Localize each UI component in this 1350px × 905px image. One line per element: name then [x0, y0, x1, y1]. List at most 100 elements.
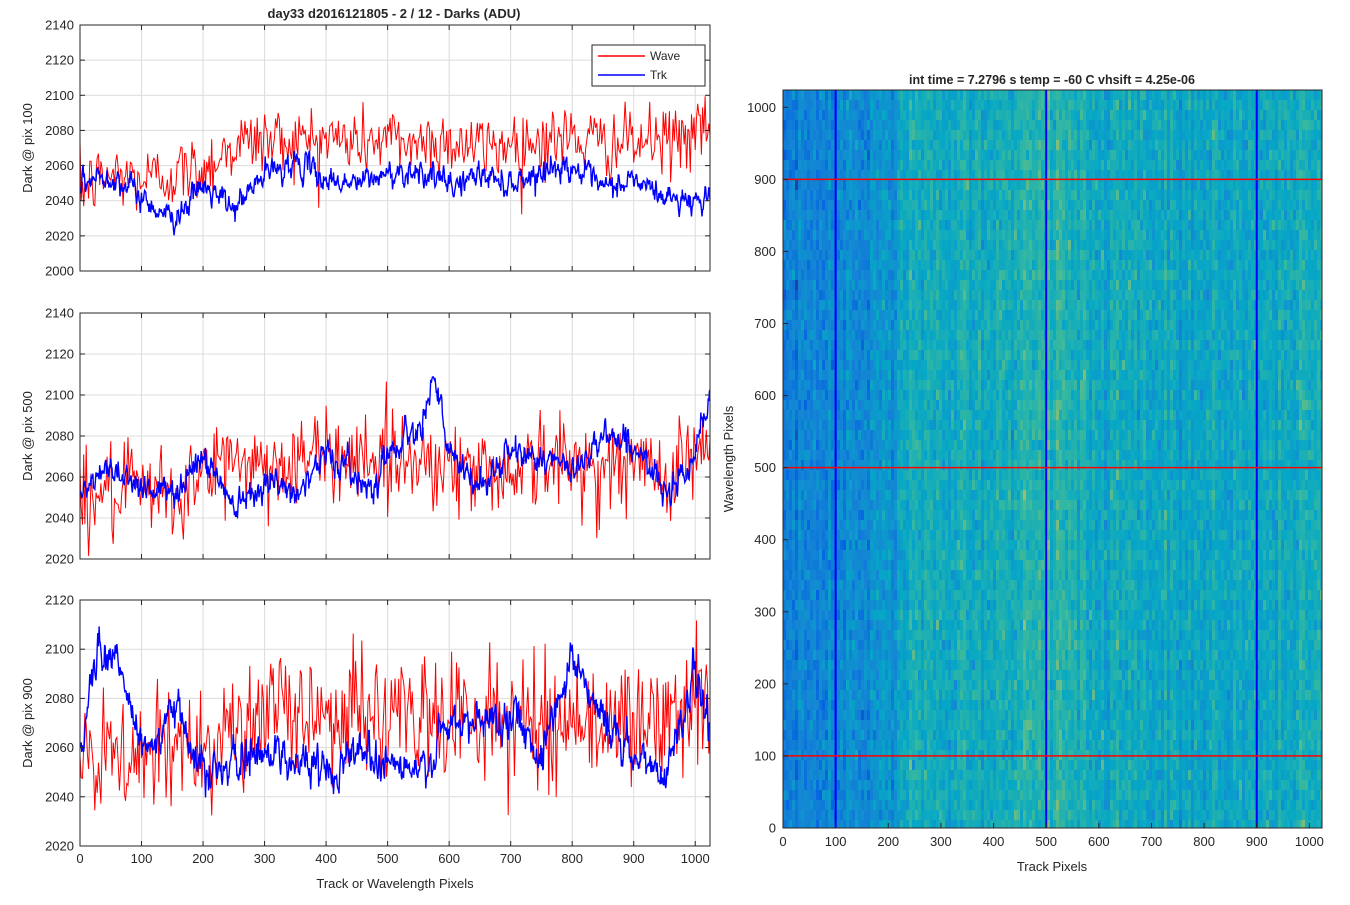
heatmap-cell: [918, 530, 921, 540]
heatmap-cell: [849, 180, 852, 190]
heatmap-cell: [954, 790, 957, 800]
heatmap-cell: [822, 780, 825, 790]
heatmap-cell: [792, 790, 795, 800]
heatmap-cell: [840, 360, 843, 370]
heatmap-cell: [936, 650, 939, 660]
heatmap-cell: [783, 130, 786, 140]
heatmap-cell: [831, 480, 834, 490]
heatmap-cell: [963, 790, 966, 800]
heatmap-cell: [876, 470, 879, 480]
heatmap-cell: [972, 660, 975, 670]
heatmap-cell: [900, 400, 903, 410]
heatmap-cell: [870, 240, 873, 250]
heatmap-cell: [900, 760, 903, 770]
heatmap-cell: [915, 210, 918, 220]
heatmap-cell: [975, 120, 978, 130]
heatmap-cell: [924, 660, 927, 670]
heatmap-cell: [873, 320, 876, 330]
heatmap-cell: [903, 650, 906, 660]
heatmap-cell: [798, 480, 801, 490]
heatmap-cell: [837, 540, 840, 550]
heatmap-cell: [795, 190, 798, 200]
heatmap-cell: [861, 650, 864, 660]
heatmap-cell: [975, 350, 978, 360]
heatmap-cell: [972, 360, 975, 370]
heatmap-cell: [942, 430, 945, 440]
heatmap-cell: [909, 590, 912, 600]
heatmap-cell: [798, 400, 801, 410]
heatmap-cell: [924, 480, 927, 490]
heatmap-cell: [810, 470, 813, 480]
heatmap-cell: [942, 370, 945, 380]
heatmap-cell: [864, 770, 867, 780]
heatmap-cell: [858, 770, 861, 780]
heatmap-cell: [864, 430, 867, 440]
heatmap-cell: [807, 430, 810, 440]
heatmap-cell: [810, 770, 813, 780]
heatmap-cell: [936, 440, 939, 450]
heatmap-cell: [918, 640, 921, 650]
heatmap-cell: [789, 590, 792, 600]
heatmap-cell: [852, 670, 855, 680]
heatmap-cell: [786, 570, 789, 580]
heatmap-cell: [849, 260, 852, 270]
heatmap-cell: [936, 210, 939, 220]
heatmap-cell: [966, 600, 969, 610]
heatmap-cell: [915, 100, 918, 110]
heatmap-cell: [846, 210, 849, 220]
heatmap-cell: [795, 400, 798, 410]
heatmap-cell: [822, 140, 825, 150]
heatmap-cell: [888, 110, 891, 120]
y-tick-label: 2060: [45, 470, 74, 485]
heatmap-cell: [885, 740, 888, 750]
heatmap-cell: [948, 160, 951, 170]
heatmap-cell: [966, 320, 969, 330]
heatmap-cell: [954, 600, 957, 610]
heatmap-cell: [867, 580, 870, 590]
heatmap-cell: [966, 340, 969, 350]
heatmap-cell: [888, 250, 891, 260]
heatmap-cell: [960, 480, 963, 490]
heatmap-cell: [831, 250, 834, 260]
heatmap-cell: [789, 660, 792, 670]
heatmap-cell: [918, 570, 921, 580]
heatmap-cell: [855, 470, 858, 480]
heatmap-cell: [921, 280, 924, 290]
heatmap-cell: [882, 90, 885, 100]
heatmap-cell: [939, 770, 942, 780]
heatmap-cell: [783, 480, 786, 490]
heatmap-cell: [912, 620, 915, 630]
heatmap-cell: [792, 490, 795, 500]
heatmap-cell: [807, 360, 810, 370]
heatmap-cell: [807, 270, 810, 280]
heatmap-cell: [906, 720, 909, 730]
heatmap-cell: [861, 200, 864, 210]
heatmap-cell: [849, 380, 852, 390]
heatmap-cell: [816, 160, 819, 170]
heatmap-cell: [885, 490, 888, 500]
heatmap-cell: [942, 790, 945, 800]
heatmap-cell: [936, 790, 939, 800]
heatmap-cell: [972, 430, 975, 440]
heatmap-cell: [801, 610, 804, 620]
heatmap-cell: [873, 690, 876, 700]
heatmap-cell: [909, 330, 912, 340]
heatmap-cell: [816, 610, 819, 620]
heatmap-cell: [942, 340, 945, 350]
heatmap-cell: [828, 250, 831, 260]
heatmap-cell: [891, 600, 894, 610]
heatmap-cell: [948, 360, 951, 370]
heatmap-cell: [795, 610, 798, 620]
heatmap-cell: [897, 620, 900, 630]
heatmap-cell: [804, 720, 807, 730]
heatmap-cell: [867, 180, 870, 190]
heatmap-cell: [972, 690, 975, 700]
heatmap-cell: [813, 790, 816, 800]
heatmap-cell: [915, 450, 918, 460]
heatmap-cell: [969, 190, 972, 200]
heatmap-cell: [954, 570, 957, 580]
heatmap-cell: [864, 470, 867, 480]
heatmap-cell: [918, 810, 921, 820]
heatmap-cell: [903, 250, 906, 260]
heatmap-cell: [960, 330, 963, 340]
